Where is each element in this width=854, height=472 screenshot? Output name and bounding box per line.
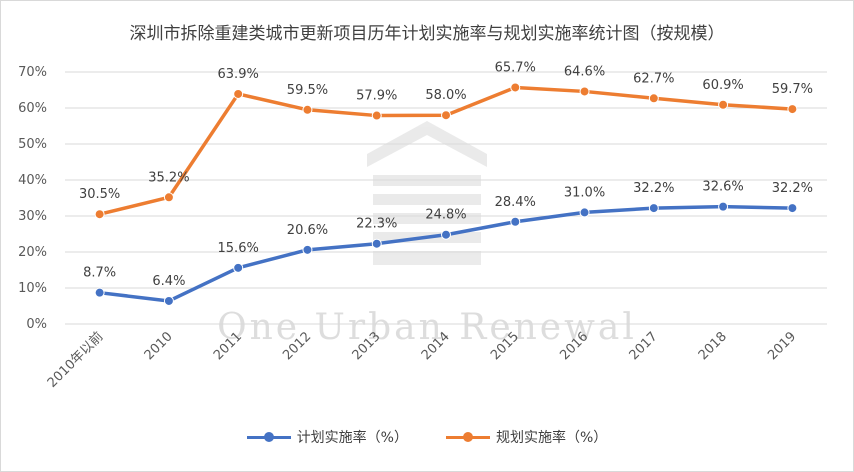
y-tick-label: 10% [18,281,47,296]
y-tick-label: 30% [18,209,47,224]
data-label: 57.9% [356,89,397,104]
legend-swatch-plan [246,430,291,444]
data-label: 60.9% [702,78,743,93]
data-point [787,104,798,115]
data-point [787,203,798,214]
data-label: 8.7% [83,266,116,281]
data-point [163,295,174,306]
y-tick-label: 60% [18,101,47,116]
legend-label-planning: 规划实施率（%） [496,430,608,446]
data-point [510,216,521,227]
y-tick-label: 0% [26,317,47,332]
data-label: 65.7% [495,60,536,75]
y-tick-label: 50% [18,137,47,152]
watermark-text: One Urban Renewal [217,307,637,348]
data-point [163,192,174,203]
data-label: 64.6% [564,64,605,79]
data-label: 30.5% [79,187,120,202]
data-point [94,287,105,298]
data-point [441,110,451,121]
y-tick-label: 20% [18,245,47,260]
data-point [371,110,382,121]
data-label: 35.2% [148,170,189,185]
legend-item-plan: 计划实施率（%） [246,427,408,447]
data-label: 28.4% [495,195,536,210]
y-tick-label: 40% [18,173,47,188]
x-tick-label: 2010 [142,329,176,363]
data-point [302,104,313,115]
data-point [94,209,105,220]
data-label: 59.7% [772,82,813,97]
data-point [648,93,659,104]
data-point [510,82,521,93]
y-tick-label: 70% [18,65,47,80]
x-tick-label: 2010年以前 [44,329,106,391]
data-point [579,207,590,218]
data-label: 59.5% [287,83,328,98]
data-point [233,262,244,273]
chart-title: 深圳市拆除重建类城市更新项目历年计划实施率与规划实施率统计图（按规模） [129,24,725,44]
data-label: 24.8% [425,208,466,223]
legend-swatch-planning [446,430,490,444]
x-tick-label: 2018 [696,329,730,363]
data-point [648,203,659,214]
legend-item-planning: 规划实施率（%） [446,427,607,447]
data-label: 58.0% [425,88,466,103]
data-label: 31.0% [564,185,605,200]
data-label: 20.6% [287,223,328,238]
data-label: 32.6% [702,180,743,195]
legend-label-plan: 计划实施率（%） [296,430,408,446]
data-label: 32.2% [772,181,813,196]
data-point [371,238,382,249]
chart-legend: 计划实施率（%） 规划实施率（%） [1,427,853,447]
data-point [233,88,244,99]
data-point [441,229,451,240]
data-label: 22.3% [356,217,397,232]
data-point [579,86,590,97]
data-label: 62.7% [633,71,674,86]
data-point [718,99,729,110]
data-label: 63.9% [218,67,259,82]
data-point [718,201,729,212]
data-label: 6.4% [152,274,185,289]
x-tick-label: 2019 [765,329,799,363]
data-label: 15.6% [218,241,259,256]
data-point [302,244,313,255]
data-label: 32.2% [633,181,674,196]
